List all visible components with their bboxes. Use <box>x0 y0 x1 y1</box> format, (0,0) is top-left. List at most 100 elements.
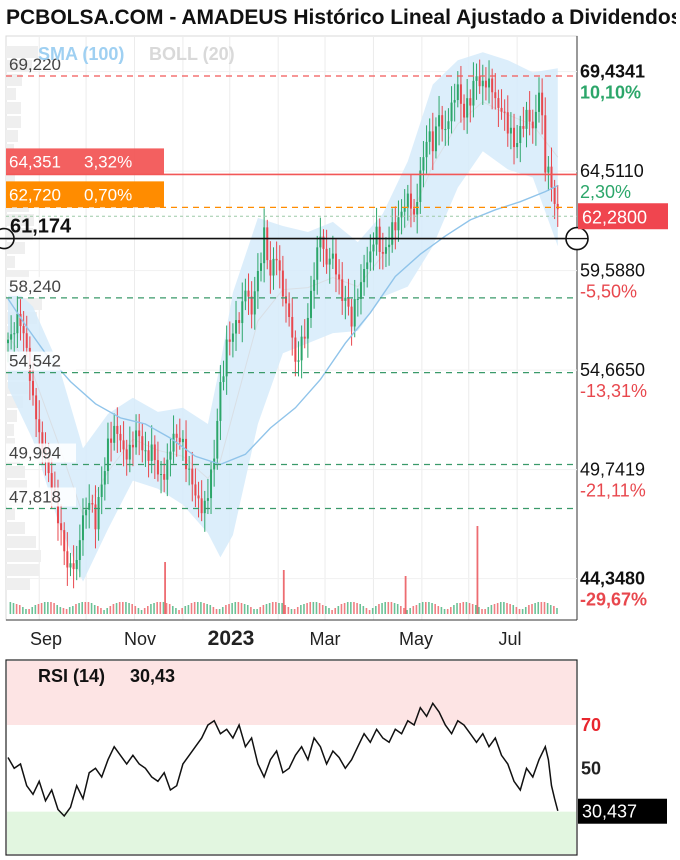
candle-body <box>431 131 434 152</box>
volume-bar <box>231 603 233 614</box>
candle-body <box>541 92 544 116</box>
volume-bar <box>225 605 227 614</box>
volume-bar <box>268 603 271 614</box>
candle-body <box>7 339 9 344</box>
candle-body <box>353 299 356 327</box>
candle-body <box>238 320 241 324</box>
candle-body <box>344 297 347 301</box>
candle-body <box>309 290 312 318</box>
candle-body <box>500 107 503 112</box>
volume-bar <box>390 602 393 614</box>
volume-bar <box>521 609 524 614</box>
volume-bar <box>237 602 240 614</box>
volume-bar <box>162 602 165 614</box>
volume-bar <box>181 608 183 614</box>
x-axis-tick: Sep <box>30 629 62 649</box>
support-label-bg <box>6 443 76 463</box>
candle-body <box>547 166 550 173</box>
candle-body <box>341 279 344 301</box>
volume-bar <box>159 602 162 614</box>
volume-profile-bar <box>6 102 21 114</box>
volume-bar <box>449 607 452 614</box>
candle-body <box>228 339 231 342</box>
volume-bar <box>153 603 155 614</box>
candle-body <box>128 444 131 460</box>
candle-body <box>272 258 275 276</box>
volume-bar <box>78 603 80 614</box>
candle-body <box>400 211 403 218</box>
candle-body <box>253 291 256 315</box>
volume-bar <box>459 603 461 614</box>
candle-body <box>175 433 178 438</box>
volume-spike <box>404 576 407 614</box>
volume-spike <box>164 562 166 614</box>
volume-bar <box>196 602 199 614</box>
volume-bar <box>284 605 287 614</box>
candle-body <box>285 296 287 304</box>
axis-price-change: -5,50% <box>580 282 637 302</box>
volume-bar <box>487 607 490 614</box>
rsi-value: 30,43 <box>130 666 175 686</box>
volume-bar <box>509 604 511 614</box>
candle-body <box>544 115 547 173</box>
candle-body <box>31 380 34 396</box>
volume-bar <box>250 607 252 614</box>
volume-profile-bar <box>6 578 30 590</box>
volume-bar <box>25 609 27 614</box>
resistance-tag <box>6 181 164 208</box>
candle-body <box>22 326 25 334</box>
candle-body <box>316 247 319 280</box>
volume-profile-bar <box>6 228 33 240</box>
candle-body <box>269 260 272 276</box>
volume-bar <box>140 610 143 614</box>
candle-body <box>403 207 406 212</box>
candle-body <box>166 459 169 480</box>
volume-bar <box>524 607 527 614</box>
candle-body <box>397 217 400 231</box>
support-label-bg <box>6 351 76 371</box>
candle-body <box>528 109 531 122</box>
volume-bar <box>340 604 343 614</box>
volume-bar <box>325 606 327 614</box>
candle-body <box>484 80 487 88</box>
volume-profile-bar <box>6 424 14 436</box>
candle-body <box>466 98 469 118</box>
candle-body <box>113 425 116 443</box>
volume-bar <box>43 602 46 614</box>
volume-bar <box>50 602 52 614</box>
volume-profile-bar <box>6 116 21 128</box>
volume-bar <box>200 602 202 614</box>
volume-bar <box>393 603 396 614</box>
candle-body <box>491 78 494 93</box>
candle-body <box>291 316 294 338</box>
volume-bar <box>368 610 371 614</box>
volume-profile-bar <box>6 46 38 58</box>
volume-bar <box>90 603 93 614</box>
candle-body <box>78 540 81 561</box>
volume-bar <box>465 602 468 614</box>
candle-body <box>538 92 541 112</box>
candle-body <box>338 274 341 280</box>
volume-bar <box>234 602 237 614</box>
volume-bar <box>446 609 449 614</box>
volume-bar <box>228 604 230 614</box>
candle-body <box>56 491 59 524</box>
candle-body <box>453 100 456 103</box>
axis-price-level: 54,6650 <box>580 360 645 380</box>
volume-bar <box>106 608 108 614</box>
candle-body <box>94 504 97 530</box>
candle-body <box>97 496 100 530</box>
candle-body <box>366 262 369 270</box>
candle-body <box>444 129 447 131</box>
volume-bar <box>334 608 337 614</box>
candle-body <box>100 484 103 497</box>
volume-bar <box>12 603 15 614</box>
rsi-level-label: 70 <box>581 715 601 735</box>
resistance-tag-pct: 3,32% <box>84 152 132 171</box>
candle-body <box>278 260 281 271</box>
volume-bar <box>540 602 543 614</box>
volume-bar <box>168 604 171 614</box>
volume-bar <box>331 610 333 614</box>
volume-profile-bar <box>6 256 15 268</box>
volume-bar <box>350 602 352 614</box>
